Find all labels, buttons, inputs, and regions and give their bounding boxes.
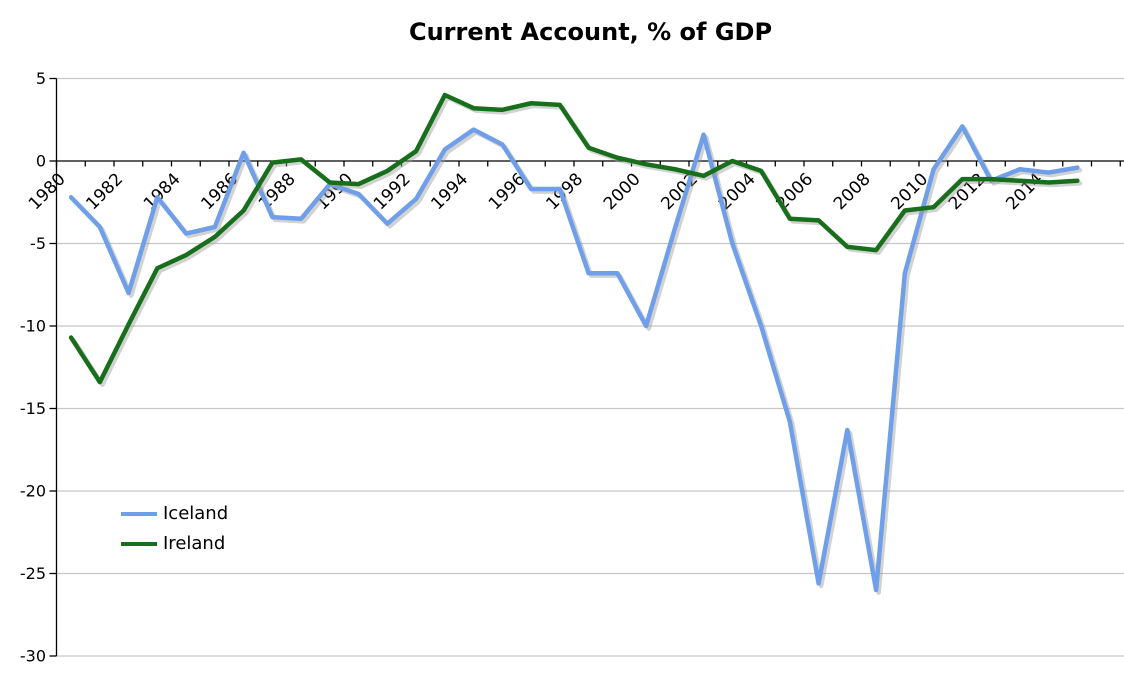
legend-item-iceland: Iceland — [121, 499, 228, 529]
x-tick-label: 2008 — [830, 169, 875, 214]
x-tick-label: 1980 — [25, 169, 70, 214]
y-axis: 5 0 -5 -10 -15 -20 -25 -30 — [20, 69, 58, 666]
y-tick-label: -30 — [20, 647, 46, 666]
iceland-line-swatch — [121, 512, 157, 516]
iceland-line-series — [68, 124, 1080, 593]
y-tick-label: 0 — [36, 152, 46, 171]
y-gridlines — [56, 77, 1124, 657]
x-tick-label: 1982 — [82, 169, 127, 214]
x-tick-label: 2000 — [600, 169, 645, 214]
chart-title: Current Account, % of GDP — [408, 18, 773, 46]
x-tick-label: 2006 — [772, 169, 817, 214]
ireland-line-swatch — [121, 542, 157, 546]
y-tick-label: -25 — [20, 564, 46, 583]
y-tick-label: -5 — [30, 234, 46, 253]
legend-label-ireland: Ireland — [163, 533, 226, 554]
y-tick-label: -15 — [20, 399, 46, 418]
y-tick-label: -20 — [20, 482, 46, 501]
ireland-line-series — [68, 92, 1080, 385]
legend-item-ireland: Ireland — [121, 529, 228, 559]
legend: Iceland Ireland — [121, 499, 228, 559]
x-tick-label: 1984 — [140, 169, 185, 214]
y-tick-label: -10 — [20, 317, 46, 336]
x-axis — [55, 160, 1124, 167]
legend-label-iceland: Iceland — [163, 503, 229, 524]
y-tick-label: 5 — [36, 69, 46, 88]
